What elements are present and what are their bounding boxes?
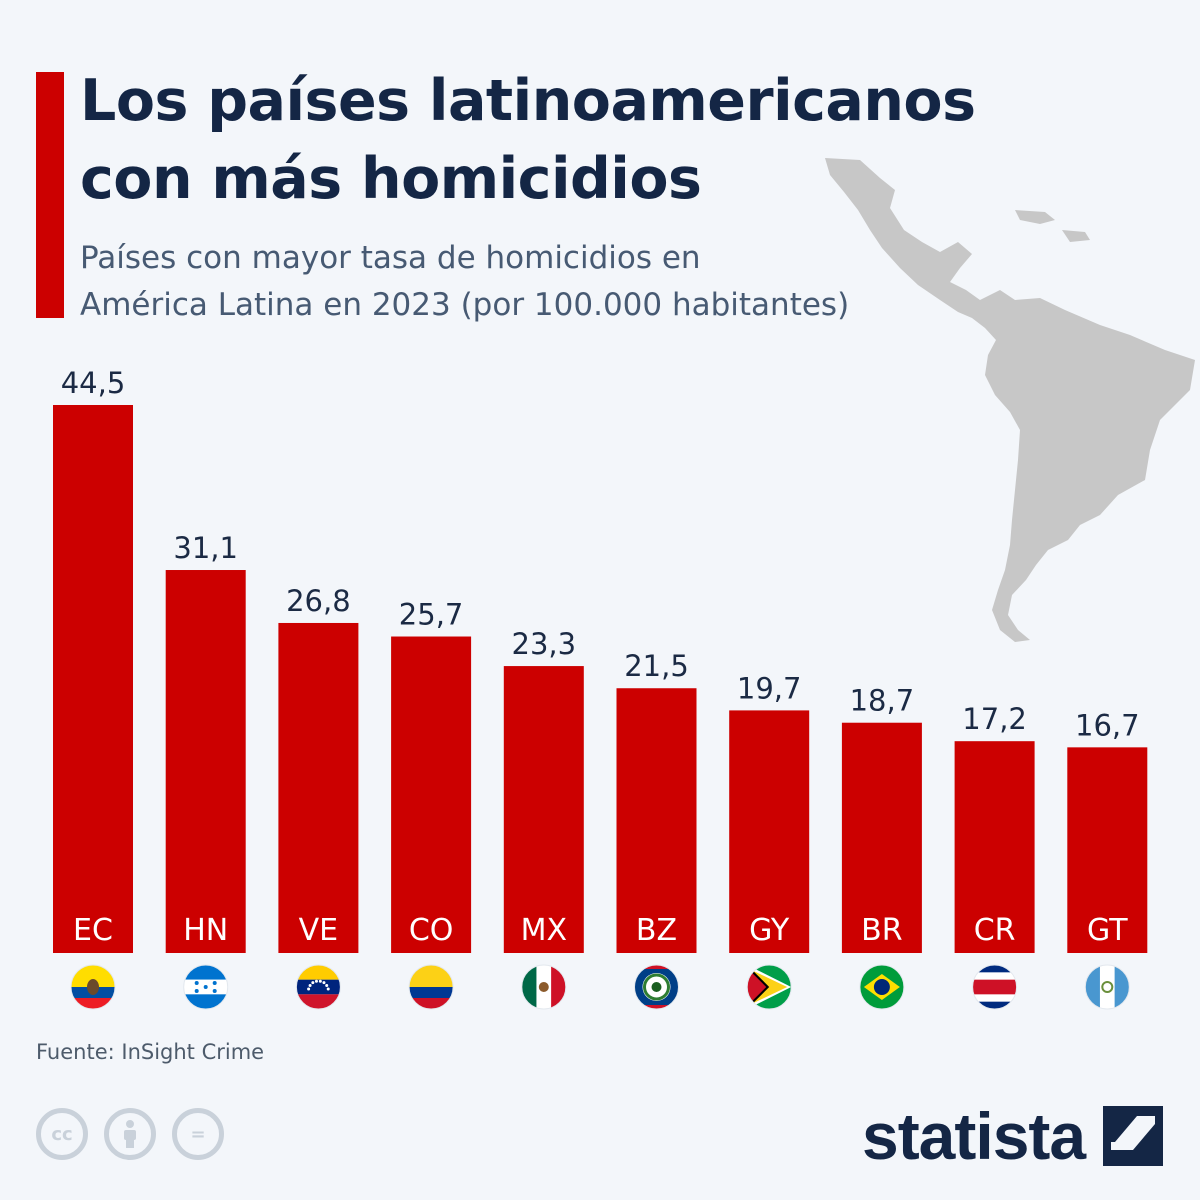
title-line-2: con más homicidios <box>80 146 702 212</box>
subtitle-line-1: Países con mayor tasa de homicidios en <box>80 240 701 276</box>
source-text: Fuente: InSight Crime <box>36 1040 265 1064</box>
category-label: VE <box>299 913 338 948</box>
costa-rica-flag-icon <box>972 964 1018 1010</box>
bar-co <box>391 636 472 953</box>
value-label: 18,7 <box>850 684 915 718</box>
subtitle-line-2: América Latina en 2023 (por 100.000 habi… <box>80 287 850 323</box>
category-label: CR <box>974 913 1016 948</box>
value-label: 23,3 <box>512 627 577 661</box>
category-label: BR <box>861 913 902 948</box>
category-label: GT <box>1087 913 1128 948</box>
title-line-1: Los países latinoamericanos <box>80 68 976 134</box>
accent-bar <box>36 72 64 318</box>
mexico-flag-icon <box>521 964 567 1010</box>
value-label: 25,7 <box>399 598 464 632</box>
bar-hn <box>165 570 246 953</box>
bar-chart: 44,5 EC 31,1 HN 26,8 VE 25,7 CO 23,3 MX 21,5 BZ 19,7… <box>53 366 1148 1010</box>
value-label: 26,8 <box>286 584 351 618</box>
category-label: BZ <box>636 913 677 948</box>
value-label: 44,5 <box>61 366 126 400</box>
cc-icon: cc <box>36 1108 88 1160</box>
bar-br <box>841 722 922 953</box>
bar-cr <box>954 741 1035 953</box>
venezuela-flag-icon <box>295 964 341 1010</box>
colombia-flag-icon <box>408 964 454 1010</box>
license-icons: cc = <box>36 1108 224 1160</box>
bar-mx <box>503 666 584 953</box>
page-title: Los países latinoamericanos con más homi… <box>80 62 1120 218</box>
nd-icon: = <box>172 1108 224 1160</box>
bar-ec <box>53 405 133 953</box>
guatemala-flag-icon <box>1084 964 1130 1010</box>
latin-america-map <box>825 158 1195 642</box>
value-label: 17,2 <box>962 702 1027 736</box>
statista-mark-icon <box>1103 1106 1164 1166</box>
bar-gt <box>1067 747 1148 953</box>
category-label: MX <box>521 913 567 948</box>
value-label: 21,5 <box>624 649 689 683</box>
belize-flag-icon <box>634 964 679 1010</box>
bar-gy <box>729 710 810 953</box>
category-label: EC <box>73 913 113 948</box>
category-label: GY <box>749 913 790 948</box>
value-label: 19,7 <box>737 671 802 705</box>
value-label: 16,7 <box>1075 708 1140 742</box>
bar-bz <box>616 688 697 953</box>
ecuador-flag-icon <box>70 964 116 1010</box>
category-label: HN <box>183 913 228 948</box>
category-label: CO <box>409 913 454 948</box>
page-subtitle: Países con mayor tasa de homicidios en A… <box>80 235 980 329</box>
brazil-flag-icon <box>859 964 905 1010</box>
by-icon <box>104 1108 156 1160</box>
guyana-flag-icon <box>746 964 792 1010</box>
bar-ve <box>278 622 359 953</box>
statista-logo: statista <box>862 1098 1164 1174</box>
honduras-flag-icon <box>183 964 229 1010</box>
value-label: 31,1 <box>173 531 238 565</box>
brand-name: statista <box>862 1099 1086 1173</box>
